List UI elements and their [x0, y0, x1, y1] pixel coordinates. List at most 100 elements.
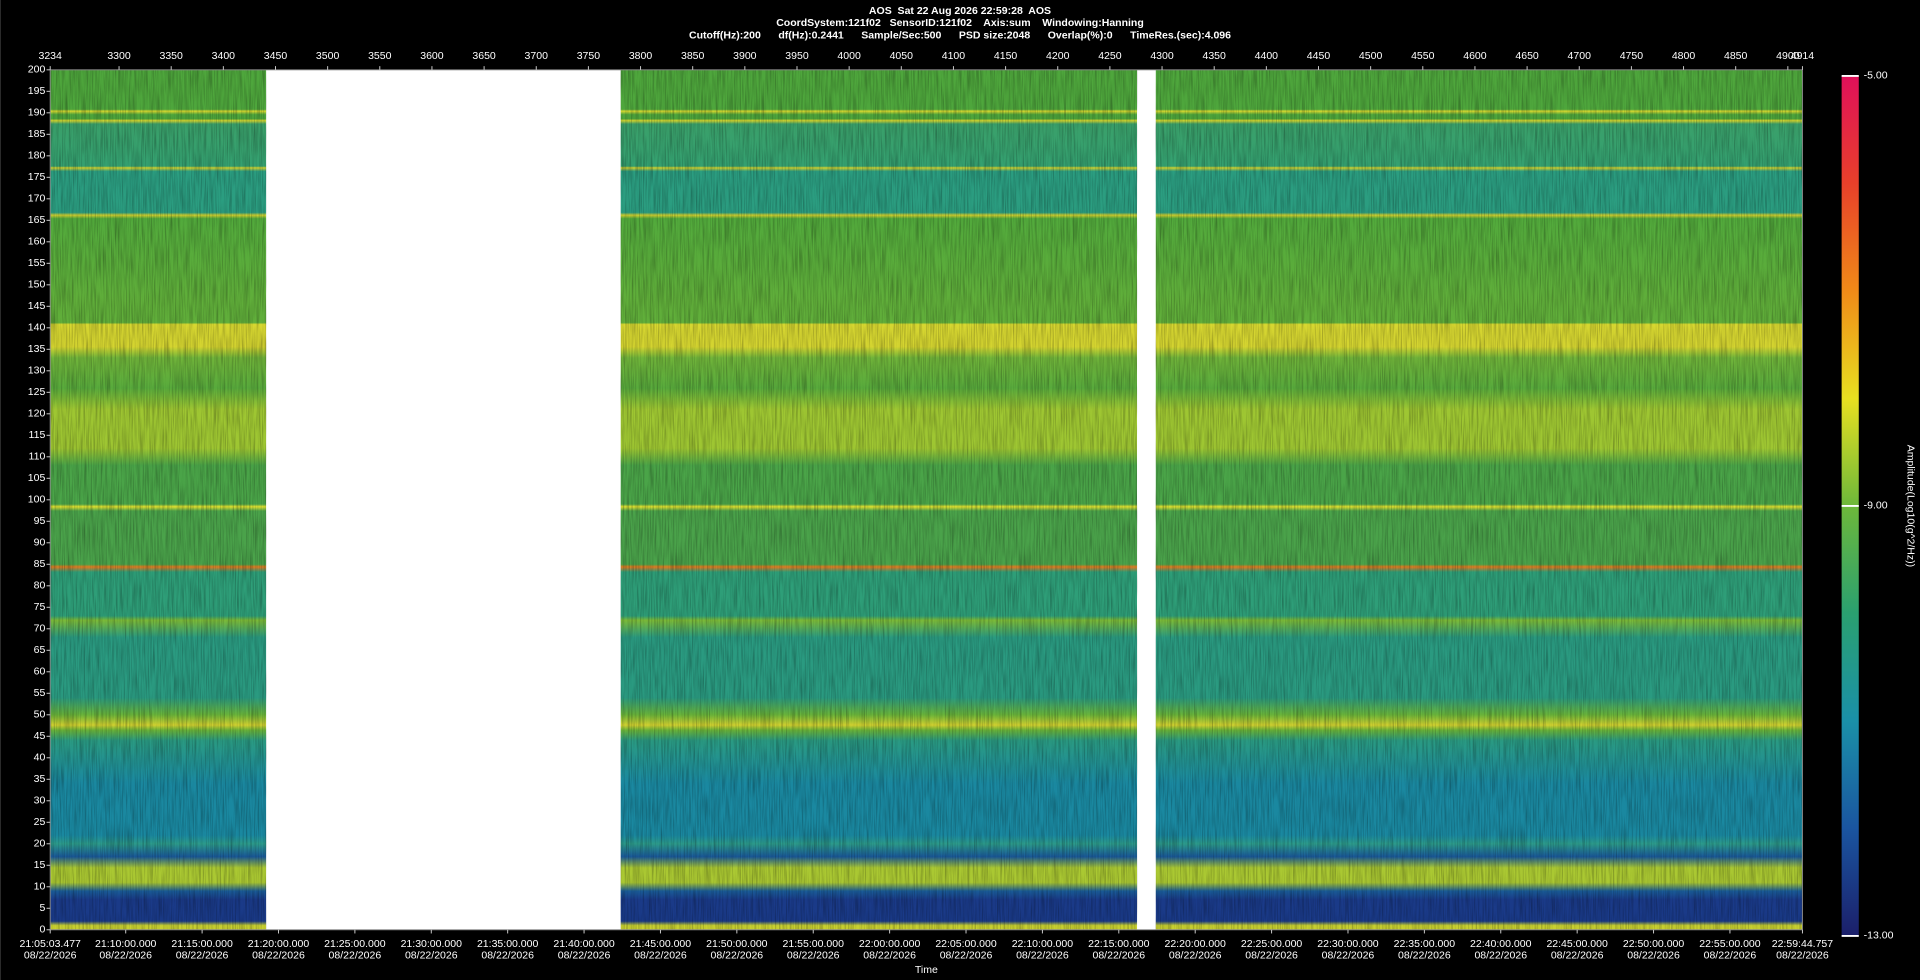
time-tick-label: 21:35:00.000	[477, 938, 539, 950]
time-tick-label: 21:05:03.477	[20, 938, 82, 950]
y-tick-label: 50	[34, 709, 46, 721]
y-tick-label: 60	[34, 666, 46, 678]
y-tick-label: 0	[39, 924, 45, 936]
colorbar-label: Amplitude(Log10(g^2/Hz))	[1904, 445, 1916, 567]
time-tick-label: 22:59:44.757	[1772, 938, 1834, 950]
time-tick-label: 22:35:00.000	[1394, 938, 1456, 950]
x-tick-label: 4750	[1620, 50, 1644, 62]
date-label: 08/22/2026	[634, 949, 687, 961]
time-tick-label: 21:45:00.000	[630, 938, 692, 950]
time-tick-label: 21:20:00.000	[248, 938, 310, 950]
time-tick-label: 22:45:00.000	[1546, 938, 1608, 950]
x-tick-label: 3450	[264, 50, 288, 62]
title-line: CoordSystem:121f02 SensorID:121f02 Axis:…	[776, 17, 1144, 29]
date-label: 08/22/2026	[1322, 949, 1375, 961]
y-tick-label: 160	[28, 236, 46, 248]
date-label: 08/22/2026	[1016, 949, 1069, 961]
colorbar-tick-label: -13.00	[1864, 930, 1894, 942]
x-tick-label: 3650	[472, 50, 496, 62]
y-tick-label: 90	[34, 537, 46, 549]
date-label: 08/22/2026	[176, 949, 229, 961]
date-label: 08/22/2026	[1092, 949, 1145, 961]
time-tick-label: 22:10:00.000	[1012, 938, 1074, 950]
date-label: 08/22/2026	[1398, 949, 1451, 961]
y-tick-label: 130	[28, 365, 46, 377]
y-tick-label: 25	[34, 816, 46, 828]
x-tick-label: 3550	[368, 50, 392, 62]
y-tick-label: 115	[29, 429, 46, 441]
date-label: 08/22/2026	[940, 949, 993, 961]
y-tick-label: 40	[34, 752, 46, 764]
y-tick-label: 55	[34, 687, 46, 699]
date-label: 08/22/2026	[711, 949, 764, 961]
x-tick-label: 4400	[1255, 50, 1279, 62]
date-label: 08/22/2026	[1776, 949, 1829, 961]
x-tick-label: 4900	[1776, 50, 1800, 62]
y-tick-label: 85	[34, 558, 46, 570]
x-tick-label: 3350	[159, 50, 183, 62]
y-tick-label: 5	[39, 902, 45, 914]
time-tick-label: 21:15:00.000	[171, 938, 233, 950]
date-label: 08/22/2026	[329, 949, 382, 961]
date-label: 08/22/2026	[252, 949, 305, 961]
x-tick-label: 4350	[1202, 50, 1226, 62]
time-tick-label: 21:50:00.000	[706, 938, 768, 950]
x-tick-label: 4914	[1791, 50, 1815, 62]
y-tick-label: 95	[34, 515, 46, 527]
time-tick-label: 21:10:00.000	[95, 938, 157, 950]
y-tick-label: 155	[28, 257, 46, 269]
x-tick-label: 4000	[837, 50, 861, 62]
y-tick-label: 75	[34, 601, 46, 613]
x-tick-label: 4050	[890, 50, 914, 62]
date-label: 08/22/2026	[787, 949, 840, 961]
time-tick-label: 22:50:00.000	[1623, 938, 1685, 950]
y-tick-label: 125	[28, 386, 46, 398]
time-tick-label: 22:25:00.000	[1241, 938, 1303, 950]
spectrogram-texture	[1155, 69, 1803, 930]
x-tick-label: 4800	[1672, 50, 1696, 62]
colorbar-tick-label: -5.00	[1864, 70, 1888, 82]
y-tick-label: 170	[28, 193, 46, 205]
time-tick-label: 21:30:00.000	[401, 938, 463, 950]
x-tick-label: 3400	[212, 50, 236, 62]
y-tick-label: 30	[34, 795, 46, 807]
x-tick-label: 4100	[942, 50, 966, 62]
y-tick-label: 120	[28, 408, 46, 420]
y-tick-label: 100	[28, 494, 46, 506]
date-label: 08/22/2026	[99, 949, 152, 961]
date-label: 08/22/2026	[24, 949, 77, 961]
y-tick-label: 150	[28, 279, 46, 291]
time-tick-label: 22:40:00.000	[1470, 938, 1532, 950]
x-tick-label: 3300	[107, 50, 131, 62]
x-tick-label: 4600	[1463, 50, 1487, 62]
time-tick-label: 21:25:00.000	[324, 938, 386, 950]
time-tick-label: 22:20:00.000	[1164, 938, 1226, 950]
x-tick-label: 4850	[1724, 50, 1748, 62]
x-tick-label: 4500	[1359, 50, 1383, 62]
x-tick-label: 4200	[1046, 50, 1070, 62]
x-tick-label: 4700	[1568, 50, 1592, 62]
x-tick-label: 3750	[577, 50, 601, 62]
x-tick-label: 3900	[733, 50, 757, 62]
x-tick-label: 4450	[1307, 50, 1331, 62]
y-tick-label: 195	[28, 85, 46, 97]
y-tick-label: 165	[28, 214, 46, 226]
date-label: 08/22/2026	[1627, 949, 1680, 961]
time-tick-label: 22:30:00.000	[1317, 938, 1379, 950]
x-tick-label: 3950	[785, 50, 809, 62]
y-tick-label: 80	[34, 580, 46, 592]
x-tick-label: 4550	[1411, 50, 1435, 62]
x-tick-label: 3850	[681, 50, 705, 62]
date-label: 08/22/2026	[481, 949, 534, 961]
date-label: 08/22/2026	[558, 949, 611, 961]
x-tick-label: 3234	[39, 50, 63, 62]
y-tick-label: 110	[29, 451, 46, 463]
y-tick-label: 35	[34, 773, 46, 785]
y-tick-label: 185	[28, 128, 46, 140]
y-tick-label: 190	[28, 107, 46, 119]
date-label: 08/22/2026	[405, 949, 458, 961]
time-tick-label: 22:15:00.000	[1088, 938, 1150, 950]
date-label: 08/22/2026	[1245, 949, 1298, 961]
